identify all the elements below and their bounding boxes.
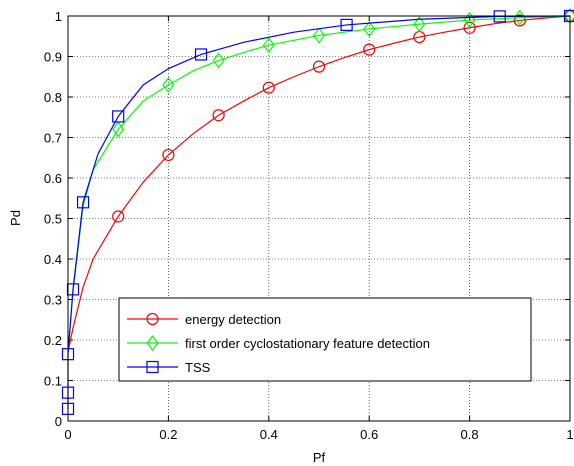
series-marker — [112, 210, 125, 223]
y-tick-label: 0.8 — [44, 90, 62, 105]
legend-entry: energy detection — [127, 312, 281, 327]
x-tick-label: 0.4 — [260, 427, 278, 442]
legend-entry: first order cyclostationary feature dete… — [127, 335, 430, 351]
y-tick-label: 0.9 — [44, 50, 62, 65]
series-marker — [262, 81, 275, 94]
x-tick-label: 1 — [566, 427, 573, 442]
legend-marker — [146, 335, 159, 351]
y-tick-label: 0 — [55, 414, 62, 429]
legend-label: first order cyclostationary feature dete… — [185, 336, 430, 351]
series-marker — [262, 37, 275, 54]
x-tick-label: 0.6 — [360, 427, 378, 442]
y-axis-label: Pd — [8, 210, 23, 226]
y-tick-label: 0.3 — [44, 293, 62, 308]
x-axis-label: Pf — [313, 450, 326, 465]
series-marker — [212, 109, 225, 122]
y-tick-label: 0.5 — [44, 212, 62, 227]
series-marker — [162, 148, 175, 162]
legend-entry: TSS — [127, 360, 211, 375]
legend-label: energy detection — [185, 312, 281, 327]
series-marker — [212, 52, 225, 69]
legend: energy detection first order cyclostation… — [118, 297, 532, 382]
series-line — [67, 15, 571, 353]
series-marker — [513, 14, 526, 27]
series-0 — [67, 9, 574, 353]
series-marker — [312, 27, 326, 44]
series-layer — [61, 8, 574, 415]
series-marker — [513, 9, 526, 26]
y-tick-label: 0.2 — [44, 333, 62, 348]
series-marker — [413, 16, 426, 33]
y-tick-label: 0.6 — [44, 171, 62, 186]
series-marker — [340, 18, 353, 32]
tick-labels: 0 0.2 0.4 0.6 0.8 1 0 0.1 0.2 0.3 0.4 0.5 0.6 0.7 0.8 0… — [44, 9, 574, 442]
x-tick-label: 0.2 — [159, 427, 177, 442]
series-marker — [194, 48, 208, 61]
legend-box — [118, 297, 532, 382]
x-tick-label: 0.8 — [461, 427, 479, 442]
y-tick-label: 1 — [55, 9, 62, 24]
series-marker — [312, 60, 326, 73]
series-marker — [112, 110, 125, 123]
plot-frame — [67, 15, 571, 422]
y-tick-label: 0.4 — [44, 252, 62, 267]
series-marker — [76, 196, 90, 209]
legend-label: TSS — [185, 360, 211, 375]
x-tick-label: 0 — [64, 427, 71, 442]
series-marker — [162, 76, 175, 93]
legend-marker — [146, 360, 159, 374]
series-marker — [112, 121, 125, 138]
series-line — [67, 15, 571, 409]
series-marker — [363, 43, 376, 56]
legend-marker — [146, 312, 159, 326]
y-tick-label: 0.7 — [44, 131, 62, 146]
series-marker — [463, 21, 476, 34]
y-tick-label: 0.1 — [44, 374, 62, 389]
series-marker — [363, 20, 376, 37]
